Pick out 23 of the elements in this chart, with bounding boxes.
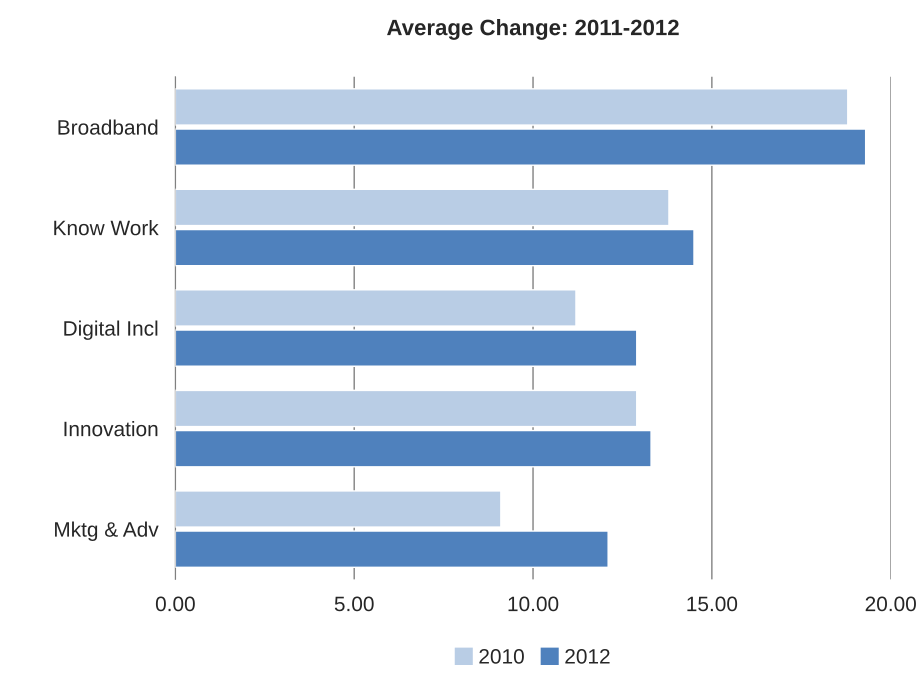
bar (175, 390, 638, 428)
bar (175, 88, 848, 126)
bar (175, 430, 652, 468)
x-tick-label: 0.00 (156, 596, 195, 612)
legend-label: 2010 (479, 649, 524, 664)
y-tick-label: Broadband (58, 119, 158, 135)
bar (175, 128, 866, 166)
bar (175, 188, 670, 226)
bar (175, 228, 695, 266)
y-tick-label: Digital Incl (64, 320, 158, 340)
x-tick-label: 15.00 (687, 596, 738, 612)
bar (175, 289, 577, 327)
y-tick-label: Innovation (64, 421, 158, 436)
x-tick-label: 20.00 (866, 596, 916, 612)
chart-title: Average Change: 2011-2012 (387, 19, 679, 40)
x-tick-label: 5.00 (334, 596, 374, 612)
bar (175, 530, 609, 568)
y-tick-label: Know Work (54, 220, 159, 236)
bar (175, 329, 638, 367)
y-tick-label: Mktg & Adv (55, 522, 159, 541)
x-tick-label: 10.00 (508, 596, 558, 612)
legend-label: 2012 (565, 649, 610, 664)
bar (175, 490, 502, 528)
